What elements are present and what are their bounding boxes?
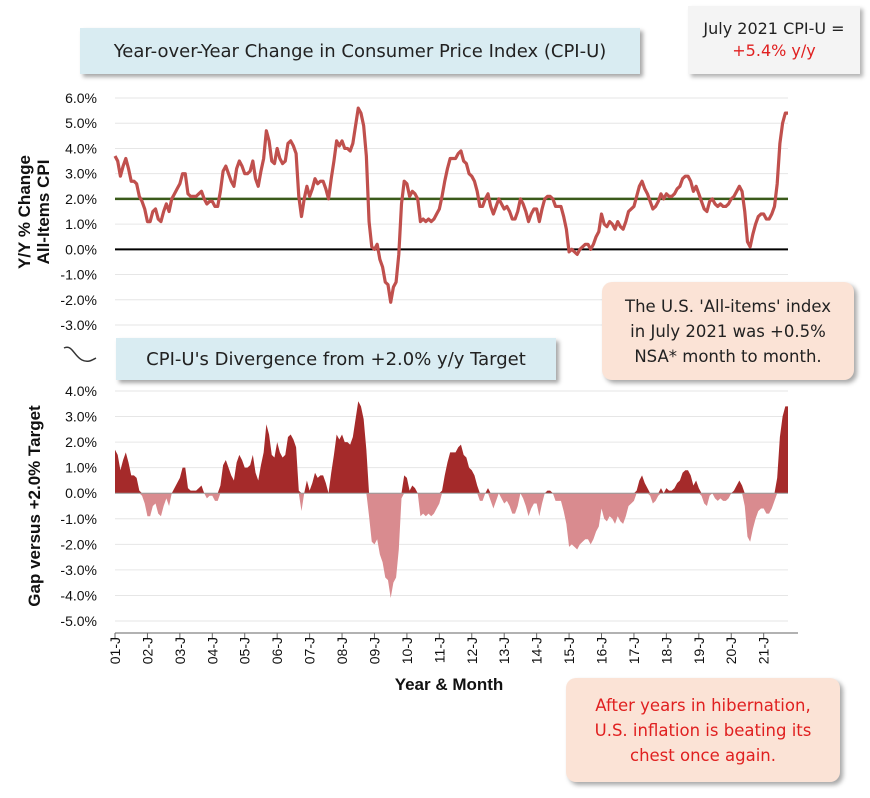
x-axis: 01-J 02-J 03-J 04-J 05-J 06-J 07-J 08-J 09-J 10-J… <box>107 632 798 694</box>
x-tick-label: 06-J <box>269 637 285 664</box>
bottom-ylabel: Gap versus +2.0% Target <box>25 405 44 607</box>
x-tick-label: 13-J <box>496 637 512 664</box>
bottom-ytick-label: 2.0% <box>65 434 97 450</box>
bottom-ytick-label: -1.0% <box>60 511 97 527</box>
axis-break-icon <box>63 346 97 362</box>
x-axis-label: Year & Month <box>395 675 504 694</box>
top-ylabel-line2: All-Items CPI <box>34 160 53 265</box>
x-tick-label: 21-J <box>756 637 772 664</box>
top-ytick-label: 6.0% <box>65 90 97 106</box>
bottom-ytick-label: 3.0% <box>65 409 97 425</box>
x-tick-label: 15-J <box>561 637 577 664</box>
x-tick-label: 09-J <box>366 637 382 664</box>
x-tick-label: 03-J <box>172 637 188 664</box>
x-tick-label: 16-J <box>594 637 610 664</box>
top-ytick-label: -3.0% <box>60 317 97 333</box>
top-ytick-label: 1.0% <box>65 216 97 232</box>
hibernation-note: After years in hibernation, U.S. inflati… <box>566 678 840 782</box>
gap-negative-area <box>115 493 788 598</box>
bottom-ytick-label: -5.0% <box>60 613 97 629</box>
bottom-ytick-label: -3.0% <box>60 562 97 578</box>
x-tick-label: 08-J <box>334 637 350 664</box>
x-tick-label: 05-J <box>237 637 253 664</box>
cpi-callout: July 2021 CPI-U = +5.4% y/y <box>688 6 860 74</box>
x-tick-label: 18-J <box>658 637 674 664</box>
top-ytick-label: -2.0% <box>60 292 97 308</box>
x-tick-label: 02-J <box>139 637 155 664</box>
divergence-chart: 4.0% 3.0% 2.0% 1.0% 0.0% -1.0% -2.0% -3.0% -4.0%… <box>25 383 788 629</box>
cpi-yy-chart: 6.0% 5.0% 4.0% 3.0% 2.0% 1.0% 0.0% -1.0% -2.0% -3… <box>15 90 788 333</box>
top-chart-title: Year-over-Year Change in Consumer Price … <box>80 28 640 74</box>
x-tick-label: 12-J <box>464 637 480 664</box>
bottom-ytick-label: -4.0% <box>60 587 97 603</box>
x-tick-label: 19-J <box>691 637 707 664</box>
cpi-callout-value: +5.4% y/y <box>732 41 816 60</box>
cpi-series-line <box>113 106 788 304</box>
mom-note: The U.S. 'All-items' index in July 2021 … <box>602 282 854 380</box>
top-ytick-label: 3.0% <box>65 166 97 182</box>
x-tick-label: 11-J <box>431 637 447 663</box>
top-ytick-label: -1.0% <box>60 267 97 283</box>
gap-positive-area <box>115 401 788 494</box>
bottom-ytick-label: 1.0% <box>65 460 97 476</box>
top-ytick-label: 2.0% <box>65 191 97 207</box>
bottom-chart-title: CPI-U's Divergence from +2.0% y/y Target <box>116 338 556 380</box>
top-ytick-label: 4.0% <box>65 140 97 156</box>
x-tick-label: 17-J <box>626 637 642 664</box>
bottom-ytick-label: -2.0% <box>60 536 97 552</box>
top-ytick-label: 0.0% <box>65 241 97 257</box>
x-tick-label: 07-J <box>302 637 318 664</box>
x-tick-label: 01-J <box>107 637 123 664</box>
bottom-ytick-label: 4.0% <box>65 383 97 399</box>
x-tick-label: 04-J <box>204 637 220 664</box>
top-ylabel-line1: Y/Y % Change <box>15 155 34 269</box>
bottom-ytick-label: 0.0% <box>65 485 97 501</box>
x-tick-label: 20-J <box>723 637 739 664</box>
x-tick-label: 10-J <box>399 637 415 664</box>
cpi-callout-label: July 2021 CPI-U = <box>703 19 845 38</box>
top-ytick-label: 5.0% <box>65 115 97 131</box>
x-tick-label: 14-J <box>529 637 545 664</box>
